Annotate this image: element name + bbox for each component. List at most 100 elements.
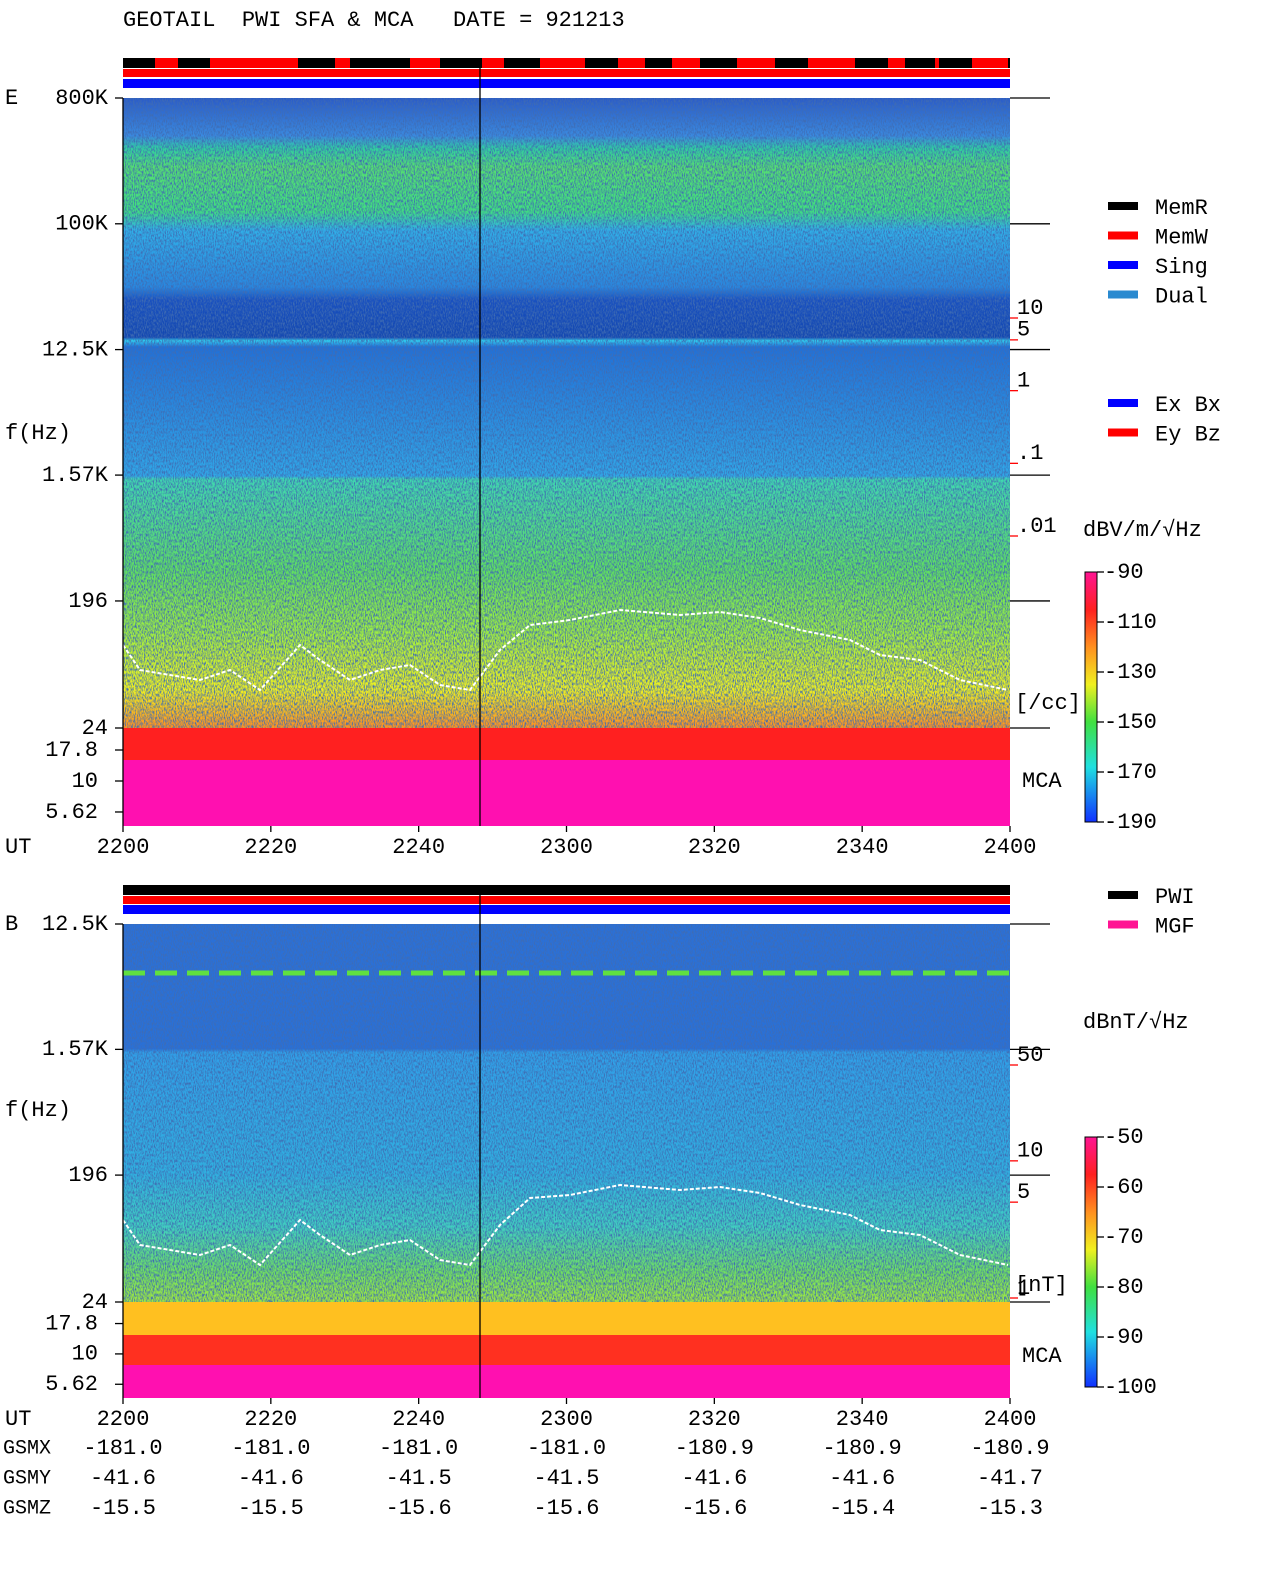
mca-tick-label: 5.62 <box>45 800 98 825</box>
density-tick-label: 1 <box>1017 368 1030 393</box>
orbit-value: -15.5 <box>90 1496 156 1521</box>
x-tick-label: 2220 <box>244 1407 297 1432</box>
y-tick-label: 800K <box>55 86 109 111</box>
colorbar-label: dBnT/√Hz <box>1083 1010 1189 1035</box>
orbit-value: -181.0 <box>379 1436 458 1461</box>
y-tick-label: 100K <box>55 212 109 237</box>
orbit-value: -41.6 <box>829 1466 895 1491</box>
spectrogram-e <box>122 98 1010 826</box>
density-tick-label: 10 <box>1017 1139 1043 1164</box>
legend-label: Dual <box>1155 284 1208 309</box>
orbit-value: -15.5 <box>238 1496 304 1521</box>
colorbar <box>1084 1136 1098 1388</box>
y-tick-label: 196 <box>68 589 108 614</box>
x-tick-label: 2240 <box>392 835 445 860</box>
y-axis-label: f(Hz) <box>5 1098 71 1123</box>
x-tick-label: 2340 <box>836 1407 889 1432</box>
orbit-value: -15.3 <box>977 1496 1043 1521</box>
legend-swatch <box>1108 202 1138 210</box>
x-tick-label: 2240 <box>392 1407 445 1432</box>
mca-tick-label: 17.8 <box>45 1311 98 1336</box>
x-tick-label: 2320 <box>688 835 741 860</box>
colorbar-tick-label: -130 <box>1104 660 1157 685</box>
orbit-value: -181.0 <box>231 1436 310 1461</box>
colorbar-label: dBV/m/√Hz <box>1083 518 1202 543</box>
orbit-value: -15.4 <box>829 1496 895 1521</box>
legend-swatch <box>1108 399 1138 407</box>
colorbar-tick-label: -80 <box>1104 1275 1144 1300</box>
density-tick-label: 50 <box>1017 1043 1043 1068</box>
orbit-label: GSMY <box>3 1467 51 1490</box>
y-tick-label: 1.57K <box>42 463 109 488</box>
mca-tick-label: 10 <box>72 1342 98 1367</box>
x-tick-label: 2340 <box>836 835 889 860</box>
colorbar-tick-label: -100 <box>1104 1375 1157 1400</box>
x-tick-label: 2300 <box>540 1407 593 1432</box>
legend-label: Sing <box>1155 255 1208 280</box>
colorbar-tick-label: -60 <box>1104 1175 1144 1200</box>
legend-label: MemR <box>1155 196 1208 221</box>
orbit-value: -15.6 <box>681 1496 747 1521</box>
x-tick-label: 2200 <box>97 835 150 860</box>
legend-label: PWI <box>1155 885 1195 910</box>
colorbar-tick-label: -70 <box>1104 1225 1144 1250</box>
component-label: B <box>5 912 18 937</box>
mca-tick-label: 5.62 <box>45 1372 98 1397</box>
y-axis-label: f(Hz) <box>5 421 71 446</box>
legend-label: Ey Bz <box>1155 422 1221 447</box>
legend-label: MGF <box>1155 914 1195 939</box>
density-tick-label: 10 <box>1017 296 1043 321</box>
x-tick-label: 2200 <box>97 1407 150 1432</box>
y-tick-label: 24 <box>82 716 108 741</box>
colorbar-tick-label: -50 <box>1104 1125 1144 1150</box>
orbit-value: -181.0 <box>527 1436 606 1461</box>
colorbar-tick-label: -170 <box>1104 760 1157 785</box>
orbit-value: -181.0 <box>83 1436 162 1461</box>
legend-swatch <box>1108 428 1138 437</box>
x-tick-label: 2400 <box>984 835 1037 860</box>
mca-label: MCA <box>1022 769 1062 794</box>
x-axis-label: UT <box>5 1407 31 1432</box>
y-tick-label: 196 <box>68 1163 108 1188</box>
density-label: [nT] <box>1015 1273 1068 1298</box>
orbit-value: -15.6 <box>386 1496 452 1521</box>
orbit-value: -41.6 <box>90 1466 156 1491</box>
orbit-value: -41.5 <box>386 1466 452 1491</box>
x-tick-label: 2300 <box>540 835 593 860</box>
legend-label: Ex Bx <box>1155 393 1221 418</box>
density-tick-label: 5 <box>1017 318 1030 343</box>
legend-swatch <box>1108 891 1138 899</box>
orbit-value: -180.9 <box>675 1436 754 1461</box>
component-label: E <box>5 86 18 111</box>
density-tick-label: .01 <box>1017 514 1057 539</box>
mca-tick-label: 17.8 <box>45 738 98 763</box>
colorbar-tick-label: -110 <box>1104 610 1157 635</box>
y-tick-label: 24 <box>82 1290 108 1315</box>
chart-title: GEOTAIL PWI SFA & MCA DATE = 921213 <box>123 8 625 33</box>
x-tick-label: 2220 <box>244 835 297 860</box>
legend-swatch <box>1108 261 1138 269</box>
x-axis-label: UT <box>5 835 31 860</box>
spectrogram-b <box>122 924 1010 1398</box>
y-tick-label: 1.57K <box>42 1037 109 1062</box>
density-tick-label: 5 <box>1017 1180 1030 1205</box>
orbit-value: -180.9 <box>970 1436 1049 1461</box>
legend-label: MemW <box>1155 225 1209 250</box>
legend-swatch <box>1108 920 1138 929</box>
mca-tick-label: 10 <box>72 769 98 794</box>
status-bars <box>123 58 1010 914</box>
orbit-value: -41.6 <box>681 1466 747 1491</box>
density-tick-label: .1 <box>1017 441 1043 466</box>
legend-swatch <box>1108 231 1138 240</box>
colorbar-tick-label: -90 <box>1104 1325 1144 1350</box>
colorbar-tick-label: -190 <box>1104 810 1157 835</box>
colorbar-tick-label: -90 <box>1104 560 1144 585</box>
y-tick-label: 12.5K <box>42 912 109 937</box>
x-tick-label: 2400 <box>984 1407 1037 1432</box>
density-label: [/cc] <box>1015 691 1081 716</box>
orbit-value: -41.7 <box>977 1466 1043 1491</box>
mca-label: MCA <box>1022 1344 1062 1369</box>
